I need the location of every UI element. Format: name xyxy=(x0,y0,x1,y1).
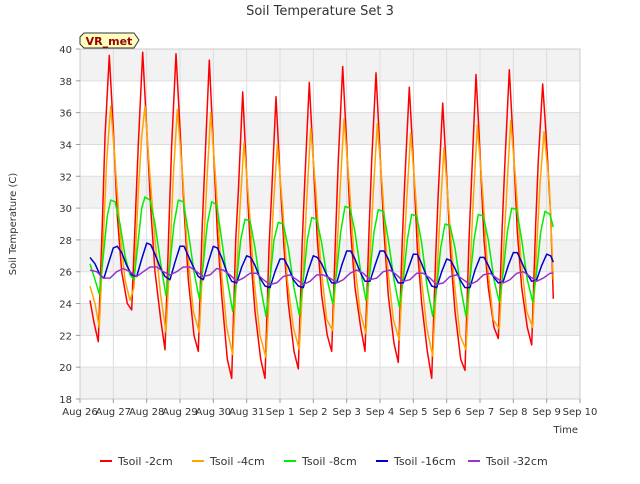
plot-band xyxy=(80,80,580,113)
y-axis-label: Soil Temperature (C) xyxy=(8,173,19,276)
series-line-tsoil-32cm xyxy=(89,266,554,286)
legend: Tsoil -2cm Tsoil -4cm Tsoil -8cm Tsoil -16c… xyxy=(100,455,548,468)
x-tick-label: Sep 3 xyxy=(332,407,360,418)
x-tick-label: Sep 8 xyxy=(499,407,527,418)
x-tick-label: Sep 10 xyxy=(563,407,598,418)
legend-label: Tsoil -4cm xyxy=(209,455,265,468)
series-line-tsoil-2cm xyxy=(89,51,555,380)
y-tick-label: 28 xyxy=(59,236,72,247)
x-tick-label: Sep 9 xyxy=(532,407,560,418)
legend-item: Tsoil -16cm xyxy=(376,455,456,468)
plot-band xyxy=(80,176,580,209)
y-tick-label: 34 xyxy=(59,140,72,151)
badge-label: VR_met xyxy=(86,35,133,48)
x-tick-label: Aug 30 xyxy=(196,407,231,418)
plot-band xyxy=(80,208,580,240)
y-tick-label: 38 xyxy=(59,77,72,88)
x-tick-label: Sep 7 xyxy=(466,407,494,418)
y-tick-label: 18 xyxy=(59,395,72,406)
plot-band xyxy=(80,303,580,336)
legend-label: Tsoil -32cm xyxy=(485,455,548,468)
badge-shape xyxy=(79,32,140,49)
plot-band xyxy=(80,49,580,81)
series-lines xyxy=(89,51,555,380)
x-tick-label: Aug 27 xyxy=(96,407,131,418)
legend-item: Tsoil -2cm xyxy=(100,455,173,468)
series-line-tsoil-16cm xyxy=(89,242,554,289)
y-tick-label: 36 xyxy=(59,109,72,120)
x-tick-label: Sep 6 xyxy=(432,407,460,418)
plot-band xyxy=(80,367,580,399)
y-tick-label: 22 xyxy=(59,331,72,342)
y-tick-label: 26 xyxy=(59,268,72,279)
x-tick-label: Sep 2 xyxy=(299,407,327,418)
y-tick-label: 24 xyxy=(59,300,72,311)
y-axis-ticks: 18 20 22 24 26 28 30 32 34 36 38 40 xyxy=(59,45,80,406)
x-tick-label: Sep 4 xyxy=(366,407,394,418)
y-tick-label: 32 xyxy=(59,172,72,183)
plot-background-bands xyxy=(80,49,580,399)
legend-item: Tsoil -4cm xyxy=(192,455,265,468)
plot-band xyxy=(80,335,580,368)
chart-title: Soil Temperature Set 3 xyxy=(246,4,394,19)
station-badge: VR_met xyxy=(79,32,140,49)
legend-label: Tsoil -16cm xyxy=(393,455,456,468)
x-tick-label: Sep 1 xyxy=(266,407,294,418)
x-axis-label: Time xyxy=(553,425,578,436)
x-tick-label: Aug 28 xyxy=(129,407,164,418)
y-tick-label: 30 xyxy=(59,204,72,215)
plot-area-frame xyxy=(79,48,581,400)
x-tick-label: Sep 5 xyxy=(399,407,427,418)
legend-item: Tsoil -32cm xyxy=(468,455,548,468)
legend-label: Tsoil -2cm xyxy=(117,455,173,468)
plot-band xyxy=(80,239,580,272)
x-tick-label: Aug 29 xyxy=(162,407,197,418)
y-tick-label: 20 xyxy=(59,363,72,374)
y-tick-label: 40 xyxy=(59,45,72,56)
series-line-tsoil-8cm xyxy=(89,196,555,318)
legend-item: Tsoil -8cm xyxy=(284,455,357,468)
legend-label: Tsoil -8cm xyxy=(301,455,357,468)
plot-band xyxy=(80,112,580,145)
x-tick-label: Aug 31 xyxy=(229,407,264,418)
x-tick-label: Aug 26 xyxy=(62,407,97,418)
plot-band xyxy=(80,144,580,177)
